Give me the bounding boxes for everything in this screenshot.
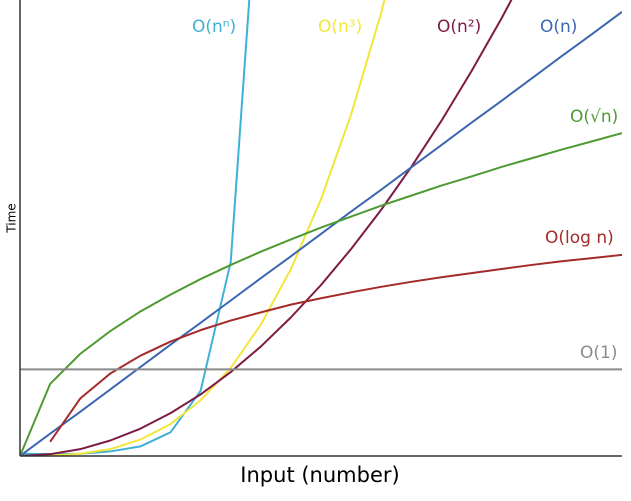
series-line [20,0,386,456]
legend-entry: O(n²) [437,17,481,37]
series-line [20,0,251,456]
legend-entry: O(√n) [570,107,618,127]
series-line [20,132,622,456]
series-line [20,0,513,456]
legend-entry: O(n) [540,17,577,37]
legend-entry: O(n³) [318,17,362,37]
legend-entry: O(1) [580,343,617,363]
x-axis-label: Input (number) [240,463,399,487]
plot-area [20,0,622,456]
series-line [49,253,622,443]
series-line [20,11,622,456]
legend-entry: O(nⁿ) [192,17,236,37]
y-axis-label: Time [5,203,19,233]
legend-entry: O(log n) [545,228,614,248]
